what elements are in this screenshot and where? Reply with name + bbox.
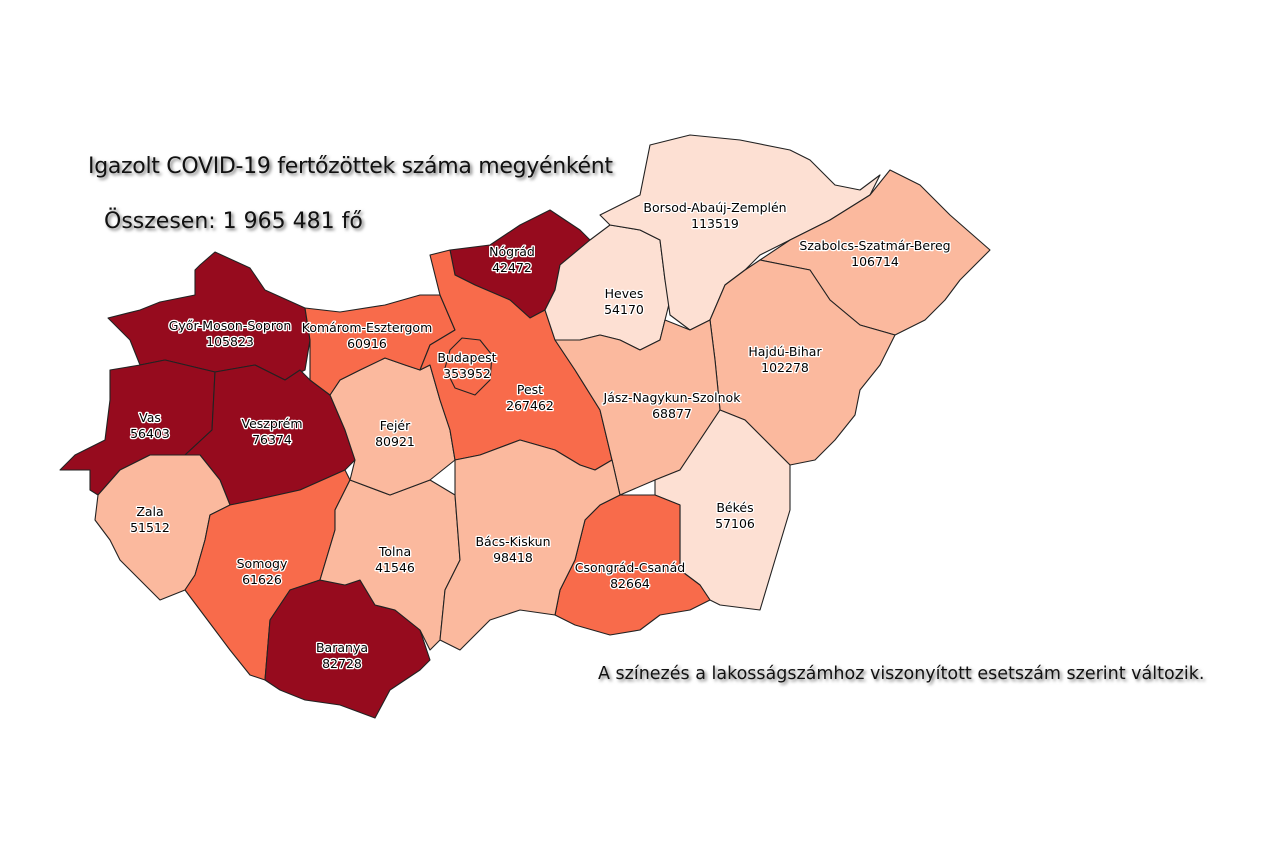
county-komarom-esztergom	[304, 294, 456, 396]
county-value-label: 41546	[375, 560, 415, 575]
county-value-label: 106714	[851, 254, 899, 269]
county-value-label: 56403	[130, 426, 170, 441]
county-value-label: 113519	[691, 216, 739, 231]
county-name-label: Hajdú-Bihar	[748, 344, 822, 359]
county-value-label: 267462	[506, 398, 554, 413]
county-name-label: Zala	[136, 504, 163, 519]
county-value-label: 80921	[375, 434, 415, 449]
county-name-label: Budapest	[437, 350, 496, 365]
county-value-label: 76374	[252, 432, 292, 447]
county-name-label: Nógrád	[489, 244, 535, 259]
county-name-label: Veszprém	[241, 416, 302, 431]
county-name-label: Tolna	[378, 544, 411, 559]
county-name-label: Baranya	[316, 640, 368, 655]
county-name-label: Bács-Kiskun	[475, 534, 550, 549]
county-name-label: Jász-Nagykun-Szolnok	[603, 390, 742, 405]
county-name-label: Szabolcs-Szatmár-Bereg	[799, 238, 950, 253]
county-value-label: 353952	[443, 366, 491, 381]
total-cases: Összesen: 1 965 481 fő	[104, 209, 363, 234]
county-budapest	[444, 337, 493, 396]
county-bacs-kiskun	[439, 439, 621, 651]
county-name-label: Komárom-Esztergom	[302, 320, 433, 335]
county-value-label: 98418	[493, 550, 533, 565]
county-value-label: 60916	[347, 336, 387, 351]
county-name-label: Fejér	[380, 418, 411, 433]
county-name-label: Borsod-Abaúj-Zemplén	[643, 200, 786, 215]
county-name-label: Csongrád-Csanád	[575, 560, 685, 575]
county-value-label: 61626	[242, 572, 282, 587]
county-name-label: Vas	[139, 410, 161, 425]
county-value-label: 68877	[652, 406, 692, 421]
county-name-label: Somogy	[237, 556, 288, 571]
county-value-label: 54170	[604, 302, 644, 317]
county-gyor-moson-sopron	[107, 251, 311, 381]
county-value-label: 57106	[715, 516, 755, 531]
coloring-note: A színezés a lakosságszámhoz viszonyítot…	[598, 664, 1205, 684]
county-value-label: 42472	[492, 260, 532, 275]
county-name-label: Békés	[716, 500, 753, 515]
county-value-label: 102278	[761, 360, 809, 375]
county-value-label: 82664	[610, 576, 650, 591]
county-name-label: Pest	[517, 382, 543, 397]
map-title: Igazolt COVID-19 fertőzöttek száma megyé…	[88, 154, 613, 179]
county-value-label: 105823	[206, 334, 254, 349]
county-value-label: 82728	[322, 656, 362, 671]
county-name-label: Győr-Moson-Sopron	[169, 318, 292, 333]
county-name-label: Heves	[605, 286, 644, 301]
county-value-label: 51512	[130, 520, 170, 535]
